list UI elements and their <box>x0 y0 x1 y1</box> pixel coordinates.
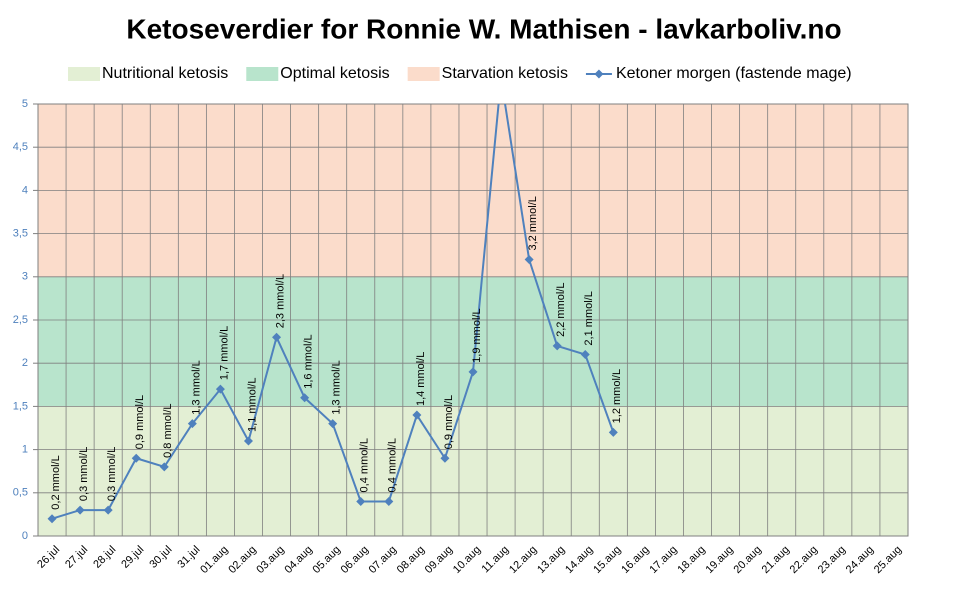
y-tick-label: 2,5 <box>13 314 28 326</box>
point-marker <box>440 453 450 463</box>
y-tick-label: 1,5 <box>13 400 28 412</box>
series-group <box>47 104 618 524</box>
ketosis-band <box>38 406 908 536</box>
data-label: 0,8 mmol/L <box>162 403 174 457</box>
data-label: 1,4 mmol/L <box>415 352 427 406</box>
y-tick-label: 0 <box>22 530 28 542</box>
point-marker <box>412 410 422 420</box>
data-label: 0,4 mmol/L <box>387 438 399 492</box>
x-tick-label: 08.aug <box>395 544 427 576</box>
point-marker <box>131 453 141 463</box>
point-marker <box>47 514 57 524</box>
x-tick-label: 12.aug <box>507 544 539 576</box>
x-tick-label: 05.aug <box>311 544 343 576</box>
data-label: 1,9 mmol/L <box>471 308 483 362</box>
x-tick-label: 30.jul <box>147 544 174 571</box>
x-tick-label: 11.aug <box>480 544 512 576</box>
data-label: 0,9 mmol/L <box>443 395 455 449</box>
data-label: 0,3 mmol/L <box>106 447 118 501</box>
point-marker <box>468 367 478 377</box>
x-tick-label: 19.aug <box>703 544 735 576</box>
point-marker <box>608 427 618 437</box>
point-marker <box>384 496 394 506</box>
point-marker <box>103 505 113 515</box>
legend-label: Ketoner morgen (fastende mage) <box>616 65 852 82</box>
data-label: 1,6 mmol/L <box>303 334 315 388</box>
y-tick-label: 0,5 <box>13 487 28 499</box>
legend-marker <box>594 69 604 79</box>
legend-swatch <box>246 67 279 81</box>
point-marker <box>328 419 338 429</box>
x-tick-label: 06.aug <box>339 544 371 576</box>
data-label: 2,1 mmol/L <box>583 291 595 345</box>
data-label: 1,3 mmol/L <box>190 360 202 414</box>
legend-label: Optimal ketosis <box>280 65 389 82</box>
ketosis-band <box>38 276 908 407</box>
x-tick-label: 29.jul <box>119 544 146 571</box>
point-marker <box>215 384 225 394</box>
x-tick-label: 28.jul <box>91 544 118 571</box>
y-tick-label: 4 <box>22 184 28 196</box>
x-tick-label: 03.aug <box>254 544 286 576</box>
point-marker <box>356 496 366 506</box>
x-tick-label: 02.aug <box>226 544 258 576</box>
point-marker <box>243 436 253 446</box>
data-label: 2,3 mmol/L <box>274 274 286 328</box>
data-label: 1,2 mmol/L <box>611 369 623 423</box>
legend-label: Starvation ketosis <box>442 65 568 82</box>
data-label: 1,3 mmol/L <box>331 360 343 414</box>
x-tick-label: 15.aug <box>591 544 623 576</box>
x-tick-label: 16.aug <box>619 544 651 576</box>
plot-border <box>37 103 909 537</box>
x-tick-label: 26.jul <box>35 544 62 571</box>
x-tick-label: 10.aug <box>451 544 483 576</box>
x-tick-label: 22.aug <box>788 544 820 576</box>
x-tick-label: 17.aug <box>647 544 679 576</box>
y-tick-label: 3,5 <box>13 228 28 240</box>
point-marker <box>75 505 85 515</box>
point-marker <box>272 332 282 342</box>
y-tick-label: 1 <box>22 444 28 456</box>
legend-label: Nutritional ketosis <box>102 65 228 82</box>
y-tick-label: 2 <box>22 357 28 369</box>
point-marker <box>159 462 169 472</box>
x-tick-label: 20.aug <box>732 544 764 576</box>
point-marker <box>552 341 562 351</box>
data-label: 0,9 mmol/L <box>134 395 146 449</box>
x-tick-label: 18.aug <box>675 544 707 576</box>
x-tick-label: 13.aug <box>535 544 567 576</box>
y-tick-label: 5 <box>22 98 28 110</box>
legend-swatch <box>407 67 440 81</box>
x-tick-label: 14.aug <box>563 544 595 576</box>
x-tick-label: 01.aug <box>198 544 230 576</box>
x-tick-label: 25.aug <box>872 544 904 576</box>
x-tick-label: 04.aug <box>283 544 315 576</box>
data-label: 2,2 mmol/L <box>555 282 567 336</box>
data-label: 0,2 mmol/L <box>50 455 62 509</box>
x-tick-label: 21.aug <box>760 544 792 576</box>
data-label: 1,1 mmol/L <box>246 378 258 432</box>
x-tick-label: 24.aug <box>844 544 876 576</box>
data-label: 0,3 mmol/L <box>78 447 90 501</box>
data-label: 3,2 mmol/L <box>527 196 539 250</box>
point-marker <box>187 419 197 429</box>
point-marker <box>524 255 534 265</box>
y-tick-label: 4,5 <box>13 141 28 153</box>
y-tick-label: 3 <box>22 271 28 283</box>
x-tick-label: 23.aug <box>816 544 848 576</box>
chart-title: Ketoseverdier for Ronnie W. Mathisen - l… <box>126 13 841 44</box>
point-marker <box>300 393 310 403</box>
x-tick-label: 27.jul <box>63 544 90 571</box>
x-tick-label: 09.aug <box>423 544 455 576</box>
x-tick-label: 07.aug <box>367 544 399 576</box>
legend-swatch <box>68 67 100 81</box>
data-label: 1,7 mmol/L <box>218 326 230 380</box>
point-marker <box>580 350 590 360</box>
data-label: 0,4 mmol/L <box>359 438 371 492</box>
